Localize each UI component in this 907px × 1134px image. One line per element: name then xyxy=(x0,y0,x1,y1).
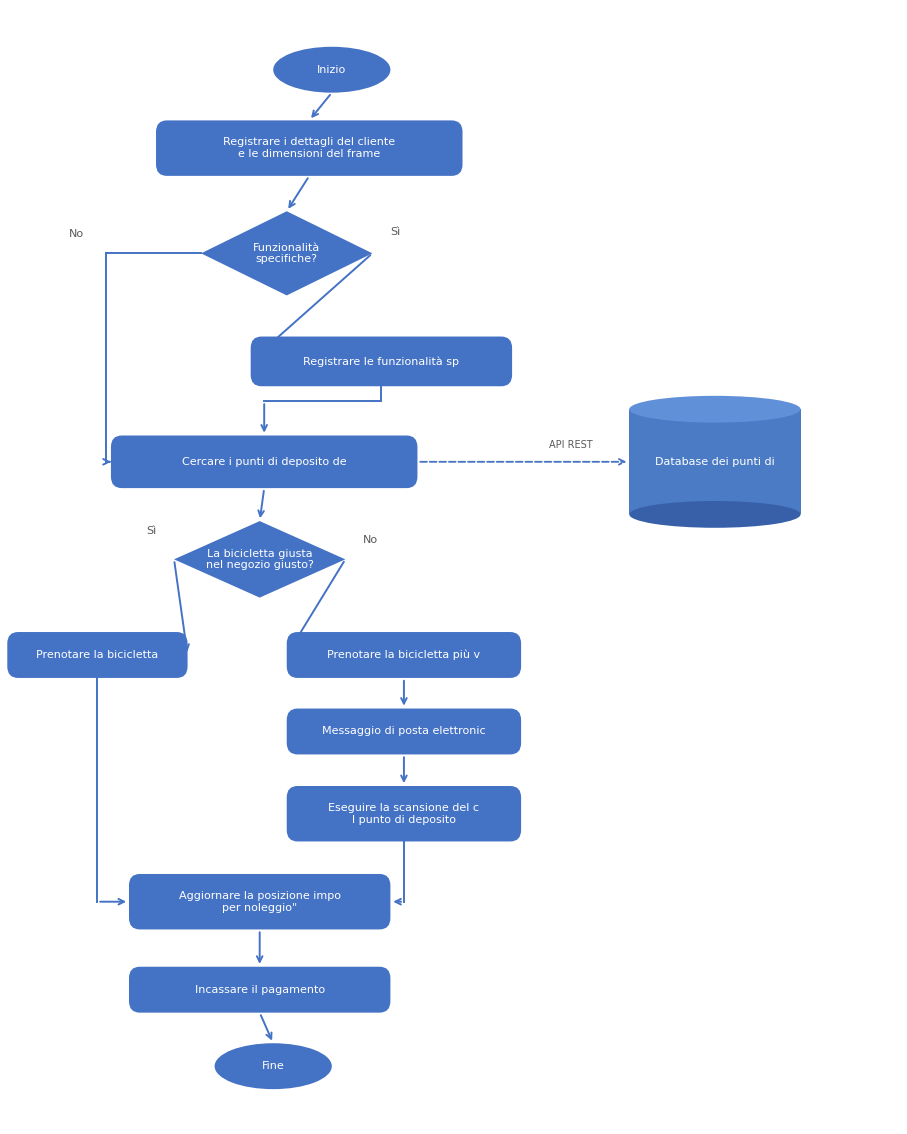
Text: La bicicletta giusta
nel negozio giusto?: La bicicletta giusta nel negozio giusto? xyxy=(206,549,314,570)
Ellipse shape xyxy=(629,501,801,527)
Text: Incassare il pagamento: Incassare il pagamento xyxy=(195,984,325,995)
Text: No: No xyxy=(364,535,378,545)
Text: Eseguire la scansione del c
l punto di deposito: Eseguire la scansione del c l punto di d… xyxy=(328,803,480,824)
Text: Sì: Sì xyxy=(390,227,401,237)
Polygon shape xyxy=(201,211,373,296)
FancyBboxPatch shape xyxy=(287,632,522,678)
FancyBboxPatch shape xyxy=(111,435,417,488)
FancyBboxPatch shape xyxy=(129,967,390,1013)
Bar xyxy=(629,409,801,515)
Text: No: No xyxy=(69,229,84,239)
Text: Aggiornare la posizione impo
per noleggio": Aggiornare la posizione impo per noleggi… xyxy=(179,891,341,913)
Text: Inizio: Inizio xyxy=(317,65,346,75)
Text: Database dei punti di: Database dei punti di xyxy=(655,457,775,467)
Text: Prenotare la bicicletta: Prenotare la bicicletta xyxy=(36,650,159,660)
Text: Registrare le funzionalità sp: Registrare le funzionalità sp xyxy=(303,356,459,366)
FancyBboxPatch shape xyxy=(156,120,463,176)
Ellipse shape xyxy=(273,46,390,93)
Text: Fine: Fine xyxy=(262,1061,285,1072)
Ellipse shape xyxy=(629,396,801,423)
Text: Prenotare la bicicletta più v: Prenotare la bicicletta più v xyxy=(327,650,481,660)
Text: Registrare i dettagli del cliente
e le dimensioni del frame: Registrare i dettagli del cliente e le d… xyxy=(223,137,395,159)
Text: Funzionalità
specifiche?: Funzionalità specifiche? xyxy=(253,243,320,264)
FancyBboxPatch shape xyxy=(287,709,522,754)
FancyBboxPatch shape xyxy=(7,632,188,678)
Text: Sì: Sì xyxy=(146,526,156,535)
Ellipse shape xyxy=(215,1043,332,1089)
Text: Cercare i punti di deposito de: Cercare i punti di deposito de xyxy=(182,457,346,467)
FancyBboxPatch shape xyxy=(250,337,512,387)
Text: Messaggio di posta elettronic: Messaggio di posta elettronic xyxy=(322,727,486,736)
Polygon shape xyxy=(174,522,346,598)
FancyBboxPatch shape xyxy=(129,874,390,930)
Text: API REST: API REST xyxy=(549,440,592,449)
FancyBboxPatch shape xyxy=(287,786,522,841)
